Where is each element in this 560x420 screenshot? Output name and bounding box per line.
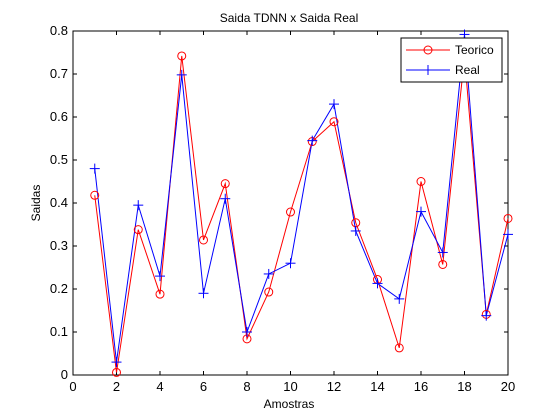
data-point-teorico (416, 177, 426, 186)
x-tick-label: 18 (457, 379, 471, 394)
data-point-teorico (394, 343, 404, 353)
data-point-real (307, 135, 318, 146)
series-line-real (94, 34, 509, 363)
chart-title: Saida TDNN x Saida Real (220, 11, 359, 25)
y-tick-label: 0.6 (50, 109, 68, 124)
data-point-teorico (133, 225, 143, 235)
data-point-real (372, 278, 383, 289)
data-point-real (285, 258, 296, 269)
data-point-teorico (177, 51, 187, 61)
data-point-real (416, 206, 426, 217)
data-point-real (263, 268, 274, 279)
y-tick-label: 0.2 (50, 281, 68, 296)
legend-marker-teorico (423, 45, 433, 55)
data-point-real (220, 193, 231, 204)
series-line-teorico (94, 55, 509, 373)
x-tick-label: 12 (327, 379, 341, 394)
data-point-real (89, 163, 100, 174)
legend-label-real: Real (455, 63, 480, 77)
data-point-real (350, 225, 361, 236)
x-tick-label: 2 (113, 379, 120, 394)
y-tick-label: 0.8 (50, 23, 68, 38)
data-point-teorico (90, 190, 100, 200)
series-markers (89, 29, 513, 377)
x-tick-label: 16 (414, 379, 428, 394)
data-point-teorico (503, 213, 513, 223)
data-point-teorico (220, 179, 230, 189)
y-tick-label: 0.4 (50, 195, 68, 210)
data-point-real (329, 99, 339, 110)
data-point-real (437, 247, 448, 258)
x-tick-label: 4 (156, 379, 163, 394)
x-tick-label: 0 (69, 379, 76, 394)
data-point-teorico (286, 207, 295, 217)
x-tick-label: 6 (200, 379, 207, 394)
x-tick-label: 14 (370, 379, 384, 394)
legend-marker-real (423, 65, 433, 75)
data-point-teorico (329, 117, 339, 127)
y-tick-label: 0.7 (50, 66, 68, 81)
x-tick-label: 8 (243, 379, 250, 394)
series-lines (94, 34, 509, 373)
legend-label-teorico: Teorico (455, 43, 494, 57)
data-point-real (111, 357, 122, 368)
x-tick-label: 20 (501, 379, 515, 394)
data-point-real (394, 293, 405, 304)
x-axis-title: Amostras (264, 397, 315, 411)
plot-area (72, 30, 509, 376)
x-tick-label: 10 (283, 379, 297, 394)
data-point-real (481, 310, 492, 321)
data-point-real (198, 288, 209, 299)
data-point-teorico (438, 259, 448, 269)
data-point-real (133, 200, 144, 211)
y-tick-label: 0.1 (50, 324, 68, 339)
legend-box (400, 37, 503, 83)
data-point-teorico (112, 367, 121, 377)
y-axis-title: Saidas (29, 185, 43, 222)
data-point-teorico (199, 235, 208, 245)
data-point-teorico (155, 289, 165, 299)
data-point-real (155, 271, 165, 282)
data-point-real (176, 69, 187, 80)
y-tick-label: 0.5 (50, 152, 68, 167)
legend: Teorico Real (400, 37, 503, 83)
y-tick-label: 0 (61, 367, 68, 382)
data-point-real (242, 327, 252, 337)
y-tick-label: 0.3 (50, 238, 68, 253)
axis-ticks: 0 2 4 6 8 10 12 14 16 18 20 0 0.1 0.2 0.3 0.4 0.5 0.6 0.7 0… (50, 23, 515, 394)
data-point-teorico (264, 287, 274, 297)
data-point-real (503, 229, 513, 240)
